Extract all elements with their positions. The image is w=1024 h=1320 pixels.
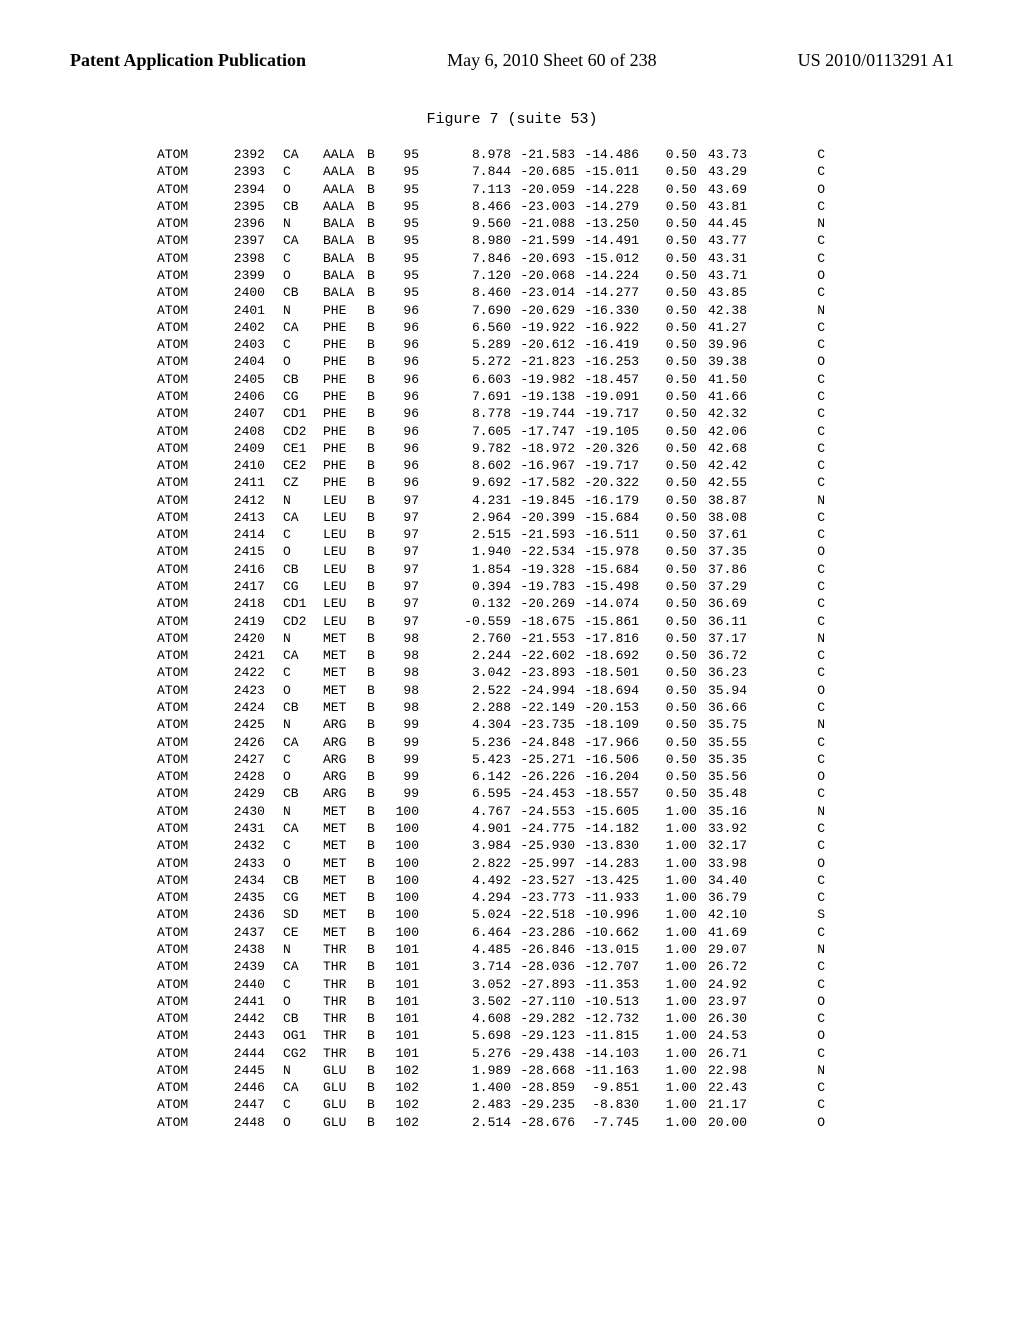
page-header: Patent Application Publication May 6, 20… [70, 50, 954, 71]
atom-row: ATOM2418CD1LEUB970.132-20.269-14.0740.50… [157, 595, 867, 612]
atom-row: ATOM2395CBAALAB958.466-23.003-14.2790.50… [157, 198, 867, 215]
atom-row: ATOM2398CBALAB957.846-20.693-15.0120.504… [157, 250, 867, 267]
atom-row: ATOM2409CE1PHEB969.782-18.972-20.3260.50… [157, 440, 867, 457]
atom-row: ATOM2446CAGLUB1021.400-28.859-9.8511.002… [157, 1079, 867, 1096]
atom-row: ATOM2401NPHEB967.690-20.629-16.3300.5042… [157, 302, 867, 319]
atom-row: ATOM2421CAMETB982.244-22.602-18.6920.503… [157, 647, 867, 664]
atom-row: ATOM2441OTHRB1013.502-27.110-10.5131.002… [157, 993, 867, 1010]
atom-row: ATOM2431CAMETB1004.901-24.775-14.1821.00… [157, 820, 867, 837]
header-left: Patent Application Publication [70, 50, 306, 71]
atom-row: ATOM2425NARGB994.304-23.735-18.1090.5035… [157, 716, 867, 733]
atom-row: ATOM2408CD2PHEB967.605-17.747-19.1050.50… [157, 423, 867, 440]
atom-row: ATOM2404OPHEB965.272-21.823-16.2530.5039… [157, 353, 867, 370]
atom-row: ATOM2440CTHRB1013.052-27.893-11.3531.002… [157, 976, 867, 993]
atom-row: ATOM2427CARGB995.423-25.271-16.5060.5035… [157, 751, 867, 768]
atom-row: ATOM2438NTHRB1014.485-26.846-13.0151.002… [157, 941, 867, 958]
atom-row: ATOM2426CAARGB995.236-24.848-17.9660.503… [157, 734, 867, 751]
atom-row: ATOM2436SDMETB1005.024-22.518-10.9961.00… [157, 906, 867, 923]
atom-row: ATOM2432CMETB1003.984-25.930-13.8301.003… [157, 837, 867, 854]
atom-row: ATOM2410CE2PHEB968.602-16.967-19.7170.50… [157, 457, 867, 474]
atom-row: ATOM2419CD2LEUB97-0.559-18.675-15.8610.5… [157, 613, 867, 630]
atom-row: ATOM2405CBPHEB966.603-19.982-18.4570.504… [157, 371, 867, 388]
atom-row: ATOM2400CBBALAB958.460-23.014-14.2770.50… [157, 284, 867, 301]
atom-row: ATOM2403CPHEB965.289-20.612-16.4190.5039… [157, 336, 867, 353]
atom-row: ATOM2429CBARGB996.595-24.453-18.5570.503… [157, 785, 867, 802]
atom-row: ATOM2411CZPHEB969.692-17.582-20.3220.504… [157, 474, 867, 491]
atom-row: ATOM2394OAALAB957.113-20.059-14.2280.504… [157, 181, 867, 198]
atom-row: ATOM2402CAPHEB966.560-19.922-16.9220.504… [157, 319, 867, 336]
atom-row: ATOM2415OLEUB971.940-22.534-15.9780.5037… [157, 543, 867, 560]
atom-row: ATOM2435CGMETB1004.294-23.773-11.9331.00… [157, 889, 867, 906]
atom-row: ATOM2396NBALAB959.560-21.088-13.2500.504… [157, 215, 867, 232]
atom-row: ATOM2397CABALAB958.980-21.599-14.4910.50… [157, 232, 867, 249]
atom-row: ATOM2412NLEUB974.231-19.845-16.1790.5038… [157, 492, 867, 509]
atom-row: ATOM2423OMETB982.522-24.994-18.6940.5035… [157, 682, 867, 699]
atom-row: ATOM2392CAAALAB958.978-21.583-14.4860.50… [157, 146, 867, 163]
atom-row: ATOM2422CMETB983.042-23.893-18.5010.5036… [157, 664, 867, 681]
patent-page: Patent Application Publication May 6, 20… [0, 0, 1024, 1320]
atom-table: ATOM2392CAAALAB958.978-21.583-14.4860.50… [157, 146, 867, 1131]
header-middle: May 6, 2010 Sheet 60 of 238 [447, 50, 656, 71]
atom-row: ATOM2448OGLUB1022.514-28.676-7.7451.0020… [157, 1114, 867, 1131]
atom-row: ATOM2420NMETB982.760-21.553-17.8160.5037… [157, 630, 867, 647]
atom-row: ATOM2393CAALAB957.844-20.685-15.0110.504… [157, 163, 867, 180]
atom-row: ATOM2406CGPHEB967.691-19.138-19.0910.504… [157, 388, 867, 405]
atom-row: ATOM2399OBALAB957.120-20.068-14.2240.504… [157, 267, 867, 284]
atom-row: ATOM2417CGLEUB970.394-19.783-15.4980.503… [157, 578, 867, 595]
atom-row: ATOM2428OARGB996.142-26.226-16.2040.5035… [157, 768, 867, 785]
atom-row: ATOM2434CBMETB1004.492-23.527-13.4251.00… [157, 872, 867, 889]
atom-row: ATOM2430NMETB1004.767-24.553-15.6051.003… [157, 803, 867, 820]
atom-row: ATOM2413CALEUB972.964-20.399-15.6840.503… [157, 509, 867, 526]
atom-row: ATOM2447CGLUB1022.483-29.235-8.8301.0021… [157, 1096, 867, 1113]
atom-row: ATOM2407CD1PHEB968.778-19.744-19.7170.50… [157, 405, 867, 422]
atom-row: ATOM2442CBTHRB1014.608-29.282-12.7321.00… [157, 1010, 867, 1027]
figure-caption: Figure 7 (suite 53) [70, 111, 954, 128]
atom-row: ATOM2444CG2THRB1015.276-29.438-14.1031.0… [157, 1045, 867, 1062]
atom-row: ATOM2443OG1THRB1015.698-29.123-11.8151.0… [157, 1027, 867, 1044]
atom-row: ATOM2439CATHRB1013.714-28.036-12.7071.00… [157, 958, 867, 975]
header-right: US 2010/0113291 A1 [798, 50, 954, 71]
atom-row: ATOM2416CBLEUB971.854-19.328-15.6840.503… [157, 561, 867, 578]
atom-row: ATOM2433OMETB1002.822-25.997-14.2831.003… [157, 855, 867, 872]
atom-row: ATOM2437CEMETB1006.464-23.286-10.6621.00… [157, 924, 867, 941]
atom-row: ATOM2424CBMETB982.288-22.149-20.1530.503… [157, 699, 867, 716]
atom-row: ATOM2445NGLUB1021.989-28.668-11.1631.002… [157, 1062, 867, 1079]
atom-row: ATOM2414CLEUB972.515-21.593-16.5110.5037… [157, 526, 867, 543]
